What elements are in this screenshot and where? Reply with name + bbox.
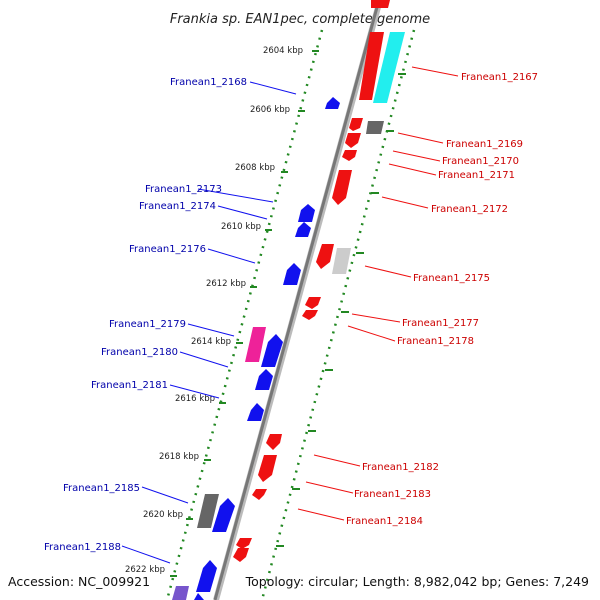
gene-label[interactable]: Franean1_2182 (362, 462, 439, 473)
gene-label[interactable]: Franean1_2171 (438, 170, 515, 181)
gene-arrow (172, 586, 189, 600)
gene-label[interactable]: Franean1_2172 (431, 204, 508, 215)
gene-arrow (266, 434, 282, 450)
gene-label[interactable]: Franean1_2168 (170, 77, 247, 88)
leader-line (217, 205, 268, 220)
topology-summary-text: Topology: circular; Length: 8,982,042 bp… (245, 574, 589, 589)
gene-label[interactable]: Franean1_2170 (442, 156, 519, 167)
gene-franean1-2173 (298, 204, 315, 222)
leader-line (381, 196, 429, 209)
gene-franean1-2185-gray (197, 494, 219, 528)
leader-line (388, 163, 437, 176)
leader-line (141, 486, 189, 504)
leader-line (249, 81, 297, 95)
gene-label[interactable]: Franean1_2169 (446, 139, 523, 150)
gene-franean1-2183 (252, 489, 267, 500)
gene-label[interactable]: Franean1_2184 (346, 516, 423, 527)
leader-line (364, 265, 412, 278)
kbp-label: 2610 kbp (221, 222, 261, 232)
leader-line (305, 481, 354, 494)
leader-line (351, 313, 401, 323)
leader-line (397, 132, 444, 144)
gene-label[interactable]: Franean1_2185 (63, 483, 140, 494)
map-title: Frankia sp. EAN1pec, complete genome (170, 12, 430, 27)
right-leader-lines (297, 66, 459, 521)
gene-label[interactable]: Franean1_2188 (44, 542, 121, 553)
gene-label[interactable]: Franean1_2179 (109, 319, 186, 330)
left-leader-lines (121, 81, 297, 564)
leader-line (169, 384, 220, 399)
leader-line (313, 454, 361, 467)
gene-franean1-2181 (255, 369, 273, 390)
leader-line (207, 248, 256, 264)
gene-arrow (247, 403, 264, 421)
leader-line (297, 508, 345, 521)
gene-franean1-2177 (305, 297, 321, 309)
gene-franean1-2180 (261, 334, 283, 367)
kbp-label: 2622 kbp (125, 565, 165, 575)
genome-backbone (213, 0, 381, 600)
gene-franean1-2182 (258, 455, 277, 482)
gene-franean1-2168 (325, 97, 340, 109)
gene-label[interactable]: Franean1_2177 (402, 318, 479, 329)
gene-franean1-2178 (302, 310, 318, 320)
gene-franean1-2172 (332, 170, 352, 205)
gene-label[interactable]: Franean1_2173 (145, 184, 222, 195)
leader-line (392, 150, 441, 162)
leader-line (411, 66, 459, 77)
gene-arrow (236, 538, 252, 549)
gene-franean1-2169 (366, 121, 384, 134)
gene-franean1-2185 (212, 498, 235, 532)
left-tick-track (165, 29, 324, 600)
leader-line (121, 545, 171, 564)
gene-franean1-2174 (295, 222, 311, 237)
gene-franean1-2170 (345, 133, 361, 148)
reverse-strand-genes (172, 97, 340, 600)
leader-line (179, 351, 229, 368)
gene-franean1-2175 (332, 248, 351, 274)
gene-franean1-2167 (373, 32, 405, 103)
leader-line (347, 325, 396, 342)
gene-franean1-2167-left (359, 32, 384, 100)
forward-strand-genes (233, 0, 405, 562)
gene-franean1-2179 (245, 327, 266, 362)
gene-franean1-2175-a (316, 244, 334, 269)
kbp-label: 2604 kbp (263, 46, 303, 56)
gene-arrow (233, 548, 249, 562)
gene-label[interactable]: Franean1_2167 (461, 72, 538, 83)
kbp-label: 2606 kbp (250, 105, 290, 115)
kbp-label: 2620 kbp (143, 510, 183, 520)
gene-label[interactable]: Franean1_2180 (101, 347, 178, 358)
gene-label[interactable]: Franean1_2176 (129, 244, 206, 255)
gene-franean1-2176 (283, 263, 301, 285)
leader-line (187, 323, 235, 337)
gene-arrow (194, 593, 204, 600)
gene-label[interactable]: Franean1_2175 (413, 273, 490, 284)
kbp-label: 2614 kbp (191, 337, 231, 347)
gene-label[interactable]: Franean1_2174 (139, 201, 216, 212)
kbp-label: 2612 kbp (206, 279, 246, 289)
gene-franean1-2188 (196, 560, 217, 592)
gene-arrow (371, 0, 390, 8)
kbp-label: 2616 kbp (175, 394, 215, 404)
gene-franean1-2171 (342, 150, 357, 161)
kbp-label: 2618 kbp (159, 452, 199, 462)
leader-line (197, 188, 274, 203)
gene-label[interactable]: Franean1_2178 (397, 336, 474, 347)
gene-label[interactable]: Franean1_2181 (91, 380, 168, 391)
gene-arrow (349, 118, 363, 131)
kbp-tick-marks (170, 50, 406, 577)
kbp-label: 2608 kbp (235, 163, 275, 173)
accession-text: Accession: NC_009921 (8, 574, 150, 589)
gene-label[interactable]: Franean1_2183 (354, 489, 431, 500)
right-tick-track (260, 29, 416, 600)
